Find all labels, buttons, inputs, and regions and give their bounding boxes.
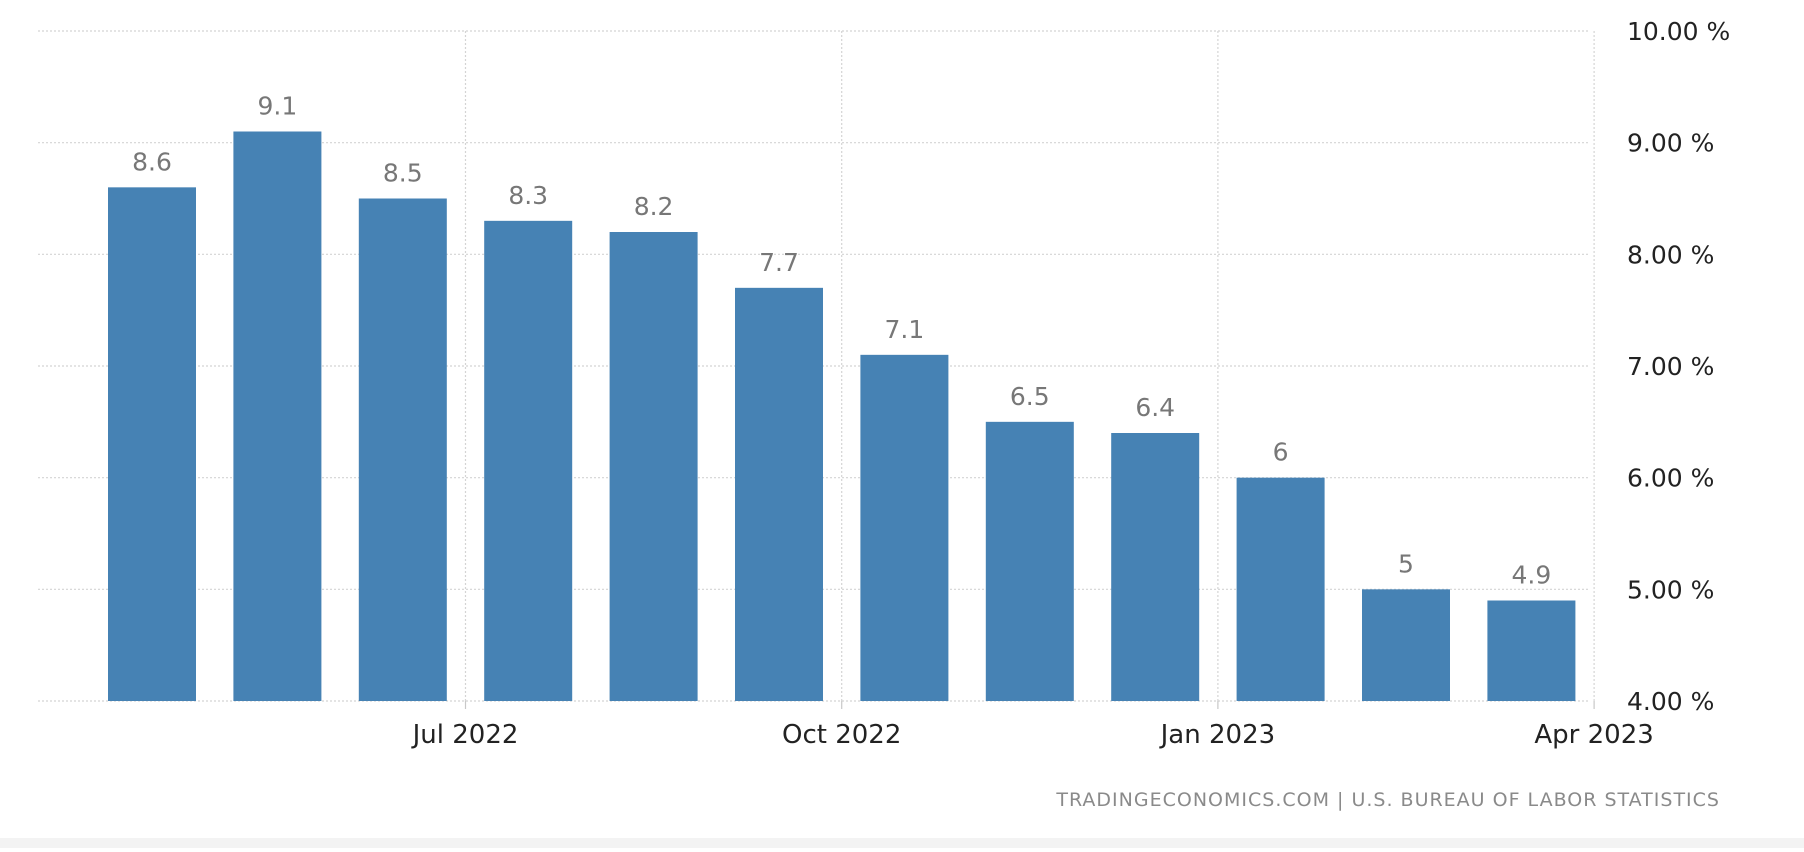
y-tick-label: 7.00 %	[1627, 352, 1714, 381]
data-label: 6.5	[1010, 382, 1050, 411]
bar	[108, 187, 196, 702]
source-credit: TRADINGECONOMICS.COM | U.S. BUREAU OF LA…	[1055, 789, 1720, 811]
data-label: 4.9	[1512, 561, 1552, 590]
bar	[735, 287, 823, 701]
data-label: 8.6	[132, 147, 172, 176]
x-tick-label: Apr 2023	[1534, 720, 1653, 750]
bar-series	[108, 131, 1576, 702]
bar	[1236, 477, 1325, 701]
x-tick-label: Oct 2022	[782, 720, 901, 750]
bar	[1487, 600, 1576, 701]
bar	[985, 421, 1074, 701]
y-tick-label: 6.00 %	[1627, 464, 1714, 493]
data-label: 8.3	[508, 181, 548, 210]
data-label: 7.7	[759, 248, 799, 277]
x-tick-label: Jul 2022	[411, 720, 519, 750]
data-label: 7.1	[885, 315, 925, 344]
y-tick-label: 5.00 %	[1627, 575, 1714, 604]
data-label: 5	[1398, 549, 1414, 578]
data-label: 6.4	[1135, 393, 1175, 422]
data-label: 9.1	[258, 92, 298, 121]
data-label: 6	[1273, 438, 1289, 467]
bottom-strip	[0, 838, 1804, 848]
data-labels: 8.6 9.1 8.5 8.3 8.2 7.7 7.1 6.5 6.4 6 5 4.9	[132, 92, 1551, 590]
bar	[233, 131, 322, 701]
y-tick-label: 4.00 %	[1627, 687, 1714, 716]
y-axis-ticks: 4.00 % 5.00 % 6.00 % 7.00 % 8.00 % 9.00 % 10.0…	[1627, 17, 1730, 716]
bar	[1362, 589, 1450, 701]
bar	[1111, 433, 1200, 701]
bar	[358, 198, 447, 701]
bar	[860, 354, 949, 701]
x-tick-label: Jan 2023	[1159, 720, 1276, 750]
y-tick-label: 10.00 %	[1627, 17, 1730, 46]
y-tick-label: 8.00 %	[1627, 240, 1714, 269]
bar	[484, 220, 573, 702]
bar	[609, 232, 698, 701]
data-label: 8.5	[383, 159, 423, 188]
data-label: 8.2	[634, 192, 674, 221]
y-tick-label: 9.00 %	[1627, 129, 1714, 158]
x-axis-ticks: Jul 2022 Oct 2022 Jan 2023 Apr 2023	[411, 701, 1654, 750]
